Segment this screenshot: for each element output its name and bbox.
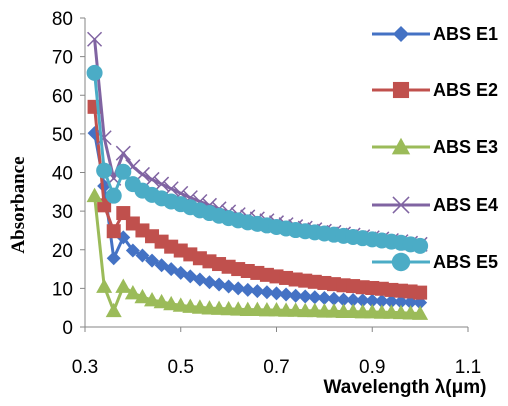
data-point <box>240 282 255 297</box>
data-point <box>298 289 313 304</box>
data-point <box>365 293 380 308</box>
y-tick-label: 50 <box>52 125 73 146</box>
x-ticks: 0.3 0.5 0.7 0.9 1.1 <box>72 327 481 378</box>
legend-entry: ABS E1 <box>372 24 498 44</box>
series-group <box>86 187 429 320</box>
x-tick-label: 1.1 <box>455 357 481 378</box>
legend-marker <box>392 196 410 214</box>
data-point <box>288 288 303 303</box>
data-point <box>212 277 227 292</box>
data-point <box>153 293 170 309</box>
data-point <box>355 293 370 308</box>
data-point <box>191 299 208 314</box>
data-point <box>163 295 180 311</box>
data-point <box>412 237 429 254</box>
series-group <box>86 64 429 254</box>
legend-marker <box>392 81 410 99</box>
data-point <box>144 171 160 187</box>
x-tick-label: 0.9 <box>359 357 385 378</box>
y-tick-label: 80 <box>52 9 73 30</box>
y-tick-label: 70 <box>52 48 73 69</box>
legend-marker <box>391 137 411 155</box>
data-point <box>326 291 341 306</box>
data-point <box>182 298 199 313</box>
data-point <box>412 305 429 320</box>
data-point <box>145 253 160 268</box>
x-tick-label: 0.7 <box>263 357 289 378</box>
data-point <box>135 248 150 263</box>
legend-label: ABS E5 <box>433 252 498 272</box>
data-point <box>86 187 103 203</box>
legend: ABS E1 ABS E2 ABS E3 ABS E4 ABS E5 <box>372 24 498 272</box>
data-point <box>105 302 122 318</box>
legend-label: ABS E1 <box>433 24 498 44</box>
data-point <box>202 275 217 290</box>
y-tick-label: 60 <box>52 86 73 107</box>
data-point <box>124 285 141 300</box>
legend-label: ABS E3 <box>433 137 498 157</box>
data-point <box>346 292 361 307</box>
y-tick-label: 40 <box>52 164 73 185</box>
x-tick-label: 0.3 <box>72 357 98 378</box>
x-axis-title: Wavelength λ(μm) <box>324 377 487 398</box>
data-point <box>250 284 265 299</box>
data-point <box>374 294 389 309</box>
data-point <box>86 64 103 81</box>
data-point <box>96 162 113 179</box>
data-point <box>134 288 151 304</box>
data-point <box>172 297 189 312</box>
data-point <box>279 287 294 302</box>
legend-entry: ABS E2 <box>372 80 498 100</box>
data-point <box>384 294 399 309</box>
legend-marker <box>392 25 410 43</box>
data-point <box>96 278 113 293</box>
legend-entry: ABS E3 <box>372 137 498 157</box>
y-axis-title: Absorbance <box>8 156 29 253</box>
y-tick-label: 20 <box>52 241 73 262</box>
y-tick-label: 10 <box>52 279 73 300</box>
legend-label: ABS E4 <box>433 195 498 215</box>
data-point <box>317 291 332 306</box>
data-point <box>106 224 121 239</box>
data-point <box>115 278 132 293</box>
data-point <box>259 285 274 300</box>
data-point <box>269 286 284 301</box>
data-point <box>413 285 428 300</box>
y-ticks: 0 10 20 30 40 50 60 70 80 <box>52 9 85 339</box>
series-line <box>93 106 421 295</box>
data-point <box>105 187 122 204</box>
legend-marker <box>391 252 411 272</box>
data-point <box>221 279 236 294</box>
data-point <box>87 31 103 47</box>
series-line <box>93 39 421 246</box>
legend-entry: ABS E5 <box>372 252 498 272</box>
y-tick-label: 0 <box>62 318 73 339</box>
legend-entry: ABS E4 <box>372 195 498 215</box>
series-group <box>87 99 428 300</box>
y-tick-label: 30 <box>52 202 73 223</box>
data-point <box>106 251 121 266</box>
data-point <box>144 291 161 307</box>
series <box>86 31 429 320</box>
data-point <box>125 243 140 258</box>
data-point <box>115 163 132 180</box>
series-group <box>87 126 428 310</box>
x-tick-label: 0.5 <box>168 357 194 378</box>
data-point <box>336 292 351 307</box>
data-point <box>307 290 322 305</box>
data-point <box>231 281 246 296</box>
data-point <box>115 145 131 161</box>
legend-label: ABS E2 <box>433 80 498 100</box>
